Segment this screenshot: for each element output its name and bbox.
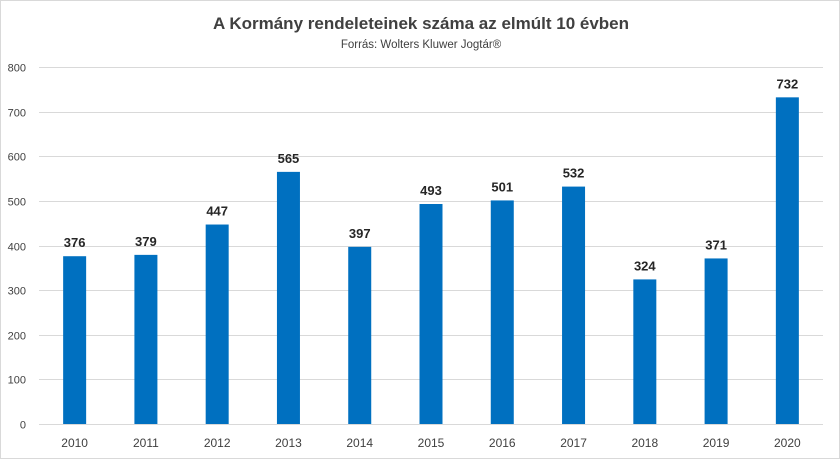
bar-2010 (63, 256, 87, 424)
bar-2016 (490, 200, 514, 424)
bar-2015 (419, 204, 443, 424)
x-tick-label-2011: 2011 (133, 436, 159, 450)
bar-2017 (562, 186, 586, 424)
bar-2019 (704, 258, 728, 424)
y-tick-label: 100 (8, 375, 26, 387)
data-label-2017: 532 (563, 166, 585, 181)
data-label-2019: 371 (705, 237, 727, 252)
bar-2014 (348, 246, 372, 424)
data-label-2015: 493 (420, 183, 442, 198)
data-label-2012: 447 (206, 204, 228, 219)
bars (63, 97, 799, 424)
y-tick-label: 200 (8, 331, 26, 343)
data-label-2014: 397 (349, 226, 371, 241)
x-tick-label-2010: 2010 (61, 436, 88, 450)
bar-2011 (134, 254, 158, 424)
y-tick-label: 800 (8, 63, 26, 75)
x-tick-label-2020: 2020 (774, 436, 801, 450)
y-tick-label: 400 (8, 242, 26, 254)
data-label-2018: 324 (634, 258, 656, 273)
bar-2020 (775, 97, 799, 424)
y-tick-label: 500 (8, 197, 26, 209)
y-tick-label: 300 (8, 286, 26, 298)
x-tick-label-2015: 2015 (418, 436, 445, 450)
y-tick-label: 700 (8, 108, 26, 120)
x-tick-label-2016: 2016 (489, 436, 516, 450)
x-tick-label-2014: 2014 (346, 436, 373, 450)
bar-2013 (276, 171, 300, 424)
bar-2012 (205, 224, 229, 424)
chart-subtitle: Forrás: Wolters Kluwer Jogtár® (341, 39, 502, 51)
y-axis-tick-labels: 0 100 200 300 400 500 600 700 800 (8, 63, 26, 432)
x-tick-label-2012: 2012 (204, 436, 231, 450)
data-label-2016: 501 (491, 179, 513, 194)
x-axis-tick-labels: 2010 2011 2012 2013 2014 2015 2016 2017 2018 2019… (61, 436, 801, 450)
data-label-2011: 379 (135, 234, 157, 249)
y-tick-label: 600 (8, 152, 26, 164)
data-label-2013: 565 (278, 151, 300, 166)
x-tick-label-2017: 2017 (560, 436, 587, 450)
chart-title: A Kormány rendeleteinek száma az elmúlt … (213, 14, 629, 33)
data-label-2010: 376 (64, 235, 86, 250)
bar-2018 (633, 279, 657, 424)
data-label-2020: 732 (777, 76, 799, 91)
x-tick-label-2013: 2013 (275, 436, 302, 450)
x-tick-label-2019: 2019 (703, 436, 730, 450)
data-labels: 376 379 447 565 397 493 501 532 324 371 732 (64, 76, 798, 273)
x-tick-label-2018: 2018 (631, 436, 658, 450)
y-tick-label: 0 (20, 420, 26, 432)
